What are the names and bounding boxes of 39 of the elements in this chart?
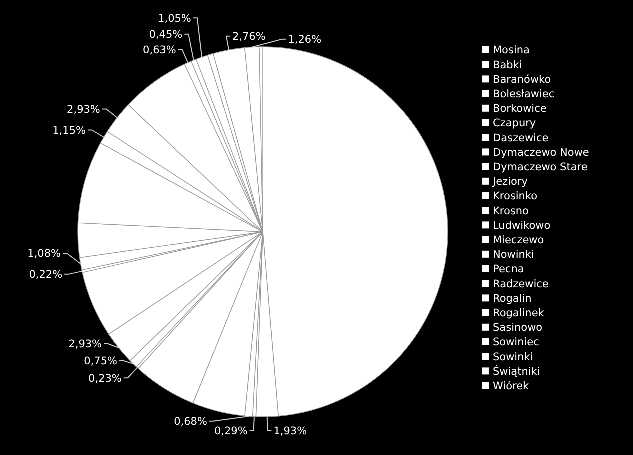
legend-label: Radzewice — [493, 278, 549, 290]
legend-label: Jeziory — [492, 176, 528, 188]
legend-label: Wiórek — [493, 380, 530, 392]
data-label: 1,15% — [52, 124, 86, 137]
data-label: 1,08% — [28, 248, 62, 260]
data-label: 1,05% — [158, 12, 192, 25]
data-label: 0,45% — [149, 29, 183, 42]
legend-label: Krosinko — [493, 190, 538, 203]
legend-label: Babki — [493, 59, 522, 72]
legend-label: Mieczewo — [493, 234, 544, 246]
legend-label: Ludwikowo — [493, 220, 551, 232]
data-label: 0,63% — [143, 44, 176, 57]
legend-label: Rogalinek — [493, 307, 546, 320]
legend-label: Nowinki — [493, 249, 534, 262]
data-label: 0,22% — [29, 269, 63, 282]
legend-label: Krosno — [493, 205, 529, 218]
legend-label: Czapury — [493, 118, 536, 130]
legend-label: Rogalin — [493, 292, 532, 305]
data-label: 2,93% — [68, 338, 102, 351]
legend-label: Daszewice — [493, 132, 549, 144]
legend-label: Sowinki — [493, 351, 534, 364]
legend-label: Dymaczewo Stare — [493, 161, 588, 174]
legend-label: Dymaczewo Nowe — [493, 146, 590, 159]
legend-label: Sowiniec — [493, 336, 540, 349]
data-label: 0,29% — [214, 425, 248, 438]
data-label: 2,76% — [232, 31, 266, 44]
data-label: 0,68% — [174, 416, 208, 428]
legend-label: Baranówko — [493, 74, 552, 86]
legend-label: Świątniki — [493, 364, 540, 378]
data-label: 1,26% — [288, 34, 322, 46]
legend-label: Sasinowo — [493, 322, 543, 334]
legend-label: Mosina — [493, 44, 530, 57]
data-label: 1,93% — [274, 426, 308, 438]
legend-label: Pecna — [493, 264, 524, 276]
data-label: 0,75% — [84, 356, 118, 368]
legend-label: Borkowice — [493, 103, 547, 116]
data-label: 2,93% — [67, 104, 100, 116]
data-label: 0,23% — [88, 372, 122, 385]
legend-label: Bolesławiec — [493, 88, 555, 100]
